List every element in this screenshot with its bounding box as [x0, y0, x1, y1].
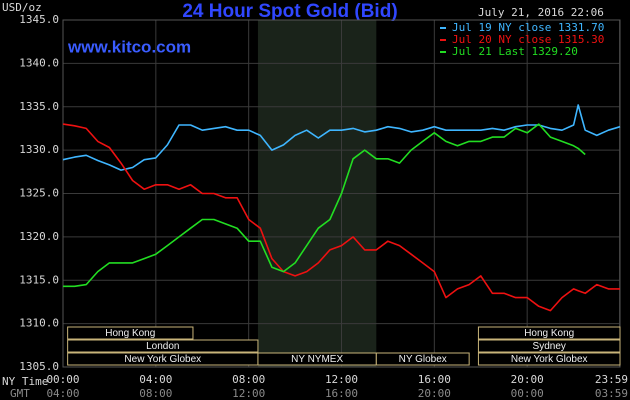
x-tick-label: 20:00	[511, 373, 544, 386]
session-box	[477, 352, 621, 366]
session-label: Hong Kong	[105, 328, 155, 339]
gmt-tick-label: 16:00	[325, 387, 358, 400]
legend-entry: Jul 19 NY close 1331.70	[452, 21, 604, 34]
gmt-tick-label: 12:00	[232, 387, 265, 400]
session-label: New York Globex	[124, 354, 201, 365]
session-label: Hong Kong	[524, 328, 574, 339]
watermark: www.kitco.com	[67, 37, 191, 56]
y-tick-label: 1340.0	[19, 56, 59, 69]
session-box	[477, 326, 621, 340]
gmt-tick-label: 03:59	[595, 387, 628, 400]
x-tick-label: 08:00	[232, 373, 265, 386]
y-tick-label: 1310.0	[19, 317, 59, 330]
session-box	[67, 326, 194, 340]
session-label: NY NYMEX	[291, 354, 343, 365]
y-tick-label: 1345.0	[19, 13, 59, 26]
y-tick-label: 1325.0	[19, 187, 59, 200]
session-label: London	[146, 341, 179, 352]
y-tick-label: 1305.0	[19, 360, 59, 373]
x-tick-label: 16:00	[418, 373, 451, 386]
session-box	[375, 352, 470, 366]
y-tick-label: 1315.0	[19, 273, 59, 286]
gmt-tick-label: 04:00	[46, 387, 79, 400]
price-line	[63, 123, 586, 288]
chart-title: 24 Hour Spot Gold (Bid)	[182, 1, 397, 22]
gmt-tick-label: 20:00	[418, 387, 451, 400]
x-tick-label: 00:00	[46, 373, 79, 386]
x-row-label: GMT	[10, 387, 30, 400]
y-tick-label: 1335.0	[19, 100, 59, 113]
y-tick-label: 1320.0	[19, 230, 59, 243]
price-line	[62, 123, 620, 312]
session-box	[477, 339, 621, 353]
x-tick-label: 04:00	[139, 373, 172, 386]
legend-entry: Jul 20 NY close 1315.30	[452, 33, 604, 46]
plot-frame	[62, 19, 621, 368]
session-label: NY Globex	[399, 354, 447, 365]
x-row-label: NY Time	[2, 375, 48, 388]
x-tick-label: 12:00	[325, 373, 358, 386]
background	[62, 19, 621, 368]
session-box	[67, 339, 259, 353]
session-label: Sydney	[533, 341, 566, 352]
x-tick-label: 23:59	[595, 373, 628, 386]
legend-entry: Jul 21 Last 1329.20	[452, 45, 578, 58]
gmt-tick-label: 00:00	[511, 387, 544, 400]
y-unit: USD/oz	[2, 1, 42, 14]
y-tick-label: 1330.0	[19, 143, 59, 156]
session-label: New York Globex	[511, 354, 588, 365]
timestamp: July 21, 2016 22:06	[478, 6, 604, 19]
gmt-tick-label: 08:00	[139, 387, 172, 400]
